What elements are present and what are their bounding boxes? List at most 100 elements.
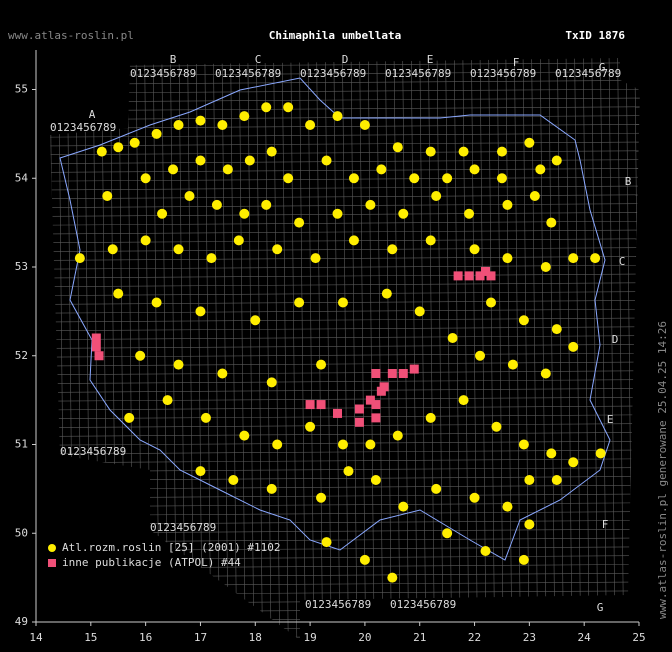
record	[414, 306, 425, 317]
x-tick-label: 22	[468, 631, 481, 644]
record	[250, 315, 261, 326]
grid-line	[50, 423, 640, 428]
grid-line	[50, 467, 640, 472]
grid-line	[50, 247, 640, 252]
grid-letter: F	[513, 56, 520, 69]
grid-line	[50, 511, 640, 516]
record	[173, 359, 184, 370]
record	[217, 120, 228, 130]
record	[124, 412, 135, 423]
record	[486, 271, 496, 281]
grid-line	[316, 58, 323, 640]
record	[228, 475, 239, 485]
y-tick-label: 52	[15, 349, 28, 362]
record	[480, 546, 491, 556]
grid-line	[50, 97, 640, 103]
record	[485, 297, 496, 308]
legend-label: Atl.rozm.roslin [25] (2001) #1102	[62, 541, 281, 554]
grid-line	[350, 58, 358, 640]
grid-letter: F	[602, 518, 609, 531]
record	[496, 146, 507, 157]
grid-line	[50, 203, 640, 208]
grid-line	[50, 432, 640, 437]
grid-letter: G	[597, 601, 604, 614]
record	[453, 271, 463, 281]
record	[195, 115, 206, 126]
grid-line	[50, 520, 640, 525]
x-tick-label: 20	[358, 631, 371, 644]
grid-line	[247, 58, 255, 640]
record	[261, 199, 272, 210]
grid-line	[505, 58, 513, 640]
record	[348, 235, 359, 246]
grid-line	[290, 58, 298, 640]
record	[387, 369, 397, 378]
record	[491, 421, 502, 432]
record	[535, 164, 546, 175]
record	[518, 439, 529, 450]
record	[431, 483, 442, 494]
record	[425, 412, 436, 423]
grid-line	[617, 58, 624, 640]
grid-digits: 0123456789	[555, 67, 621, 80]
record	[107, 244, 118, 255]
record	[458, 146, 469, 157]
record	[387, 572, 398, 583]
grid-line	[634, 58, 640, 640]
grid-digits: 0123456789	[130, 67, 196, 80]
legend-marker	[48, 559, 56, 567]
grid-line	[50, 141, 640, 147]
grid-digits: 0123456789	[300, 67, 366, 80]
record	[113, 288, 124, 299]
y-tick-label: 54	[15, 171, 29, 184]
x-tick-label: 19	[303, 631, 316, 644]
record	[261, 102, 272, 113]
x-tick-label: 21	[413, 631, 426, 644]
record	[217, 368, 228, 379]
record	[370, 475, 381, 485]
record	[371, 400, 381, 410]
grid-line	[436, 58, 444, 640]
record	[518, 315, 529, 326]
record	[135, 350, 146, 361]
record	[447, 333, 458, 343]
grid-line	[50, 414, 640, 420]
record	[157, 208, 168, 219]
record	[337, 439, 348, 450]
record	[546, 448, 557, 459]
y-tick-label: 55	[15, 83, 28, 96]
record	[316, 359, 327, 370]
legend-marker	[48, 544, 56, 552]
record	[481, 266, 491, 276]
record	[529, 191, 540, 201]
x-tick-label: 16	[139, 631, 152, 644]
grid-line	[50, 124, 640, 129]
grid-line	[50, 106, 640, 112]
record	[140, 235, 151, 246]
grid-letter: C	[255, 53, 262, 66]
record	[162, 395, 173, 406]
record	[425, 146, 436, 157]
record	[469, 244, 480, 255]
grid-line	[50, 88, 640, 94]
record	[294, 297, 305, 308]
record	[96, 146, 107, 157]
grid-line	[496, 58, 504, 640]
record	[294, 217, 305, 228]
record	[305, 120, 316, 130]
record	[316, 492, 327, 503]
record	[91, 333, 101, 343]
grid-line	[50, 458, 640, 464]
y-tick-label: 49	[15, 615, 28, 628]
grid-line	[50, 71, 640, 76]
y-tick-label: 53	[15, 260, 28, 273]
grid-digits: 0123456789	[470, 67, 536, 80]
record	[442, 173, 453, 184]
record	[305, 421, 316, 432]
record	[244, 155, 255, 166]
border	[59, 77, 611, 561]
record	[507, 359, 518, 370]
record	[266, 483, 277, 494]
record	[469, 492, 480, 503]
